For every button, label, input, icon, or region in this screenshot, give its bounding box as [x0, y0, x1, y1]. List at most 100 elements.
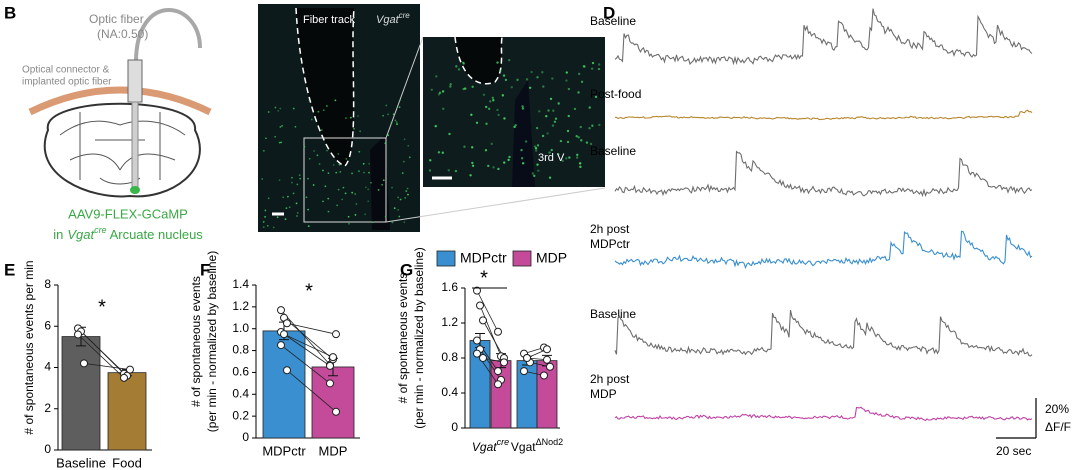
cell [363, 171, 365, 174]
cell [449, 85, 452, 88]
data-point [283, 319, 291, 328]
significance-star: * [98, 296, 106, 318]
cell [277, 109, 280, 112]
cell [392, 113, 395, 116]
cell [438, 91, 442, 95]
zoom-box [303, 137, 387, 223]
cell [393, 207, 396, 210]
cell [430, 88, 433, 91]
cell [394, 119, 397, 122]
cell [559, 139, 563, 143]
panel-letter: B [4, 3, 16, 22]
paired-line [280, 331, 331, 367]
fiber-cable [134, 8, 202, 63]
cell [322, 169, 324, 172]
cell [534, 147, 538, 150]
paired-line [283, 333, 334, 358]
y-axis-label: # of spontaneous events [396, 273, 410, 404]
ventricle [512, 80, 535, 187]
data-point [520, 367, 528, 376]
cell [345, 117, 347, 120]
paired-line [286, 369, 337, 413]
cell [362, 162, 365, 165]
cell [577, 136, 580, 139]
panel-letter: D [603, 3, 615, 22]
cell [484, 149, 488, 152]
fiber-track-area [296, 8, 354, 166]
cell [448, 132, 451, 136]
cell [576, 153, 579, 157]
genotype-text: Vgat [376, 14, 400, 26]
cell [536, 144, 540, 147]
cell [353, 127, 355, 130]
data-point [74, 330, 82, 339]
cell [351, 172, 353, 175]
cell [262, 226, 265, 229]
cell [351, 191, 354, 194]
cell [497, 167, 500, 171]
cell [504, 78, 508, 82]
cell [285, 207, 288, 210]
cell [405, 190, 408, 192]
cell [588, 106, 591, 109]
x-tick-label: MDPctr [262, 443, 306, 458]
cell [591, 124, 594, 127]
cell [533, 145, 537, 148]
trace-label: Post-food [590, 87, 641, 101]
data-point [540, 371, 548, 380]
bar [311, 366, 355, 439]
brain-diagram [28, 8, 212, 198]
cell [516, 78, 519, 82]
cell [370, 181, 372, 184]
cell [514, 124, 517, 127]
cell [577, 91, 580, 94]
cell [485, 122, 488, 125]
cell [401, 172, 404, 174]
virus-label: AAV9-FLEX-GCaMP [68, 206, 188, 221]
cell [307, 208, 310, 211]
data-point [473, 336, 481, 345]
cell [337, 153, 340, 155]
cell [435, 75, 438, 78]
data-point [543, 345, 551, 354]
cell [327, 210, 330, 213]
cell [521, 107, 525, 110]
cell [491, 96, 495, 100]
cell [470, 113, 473, 116]
cell [482, 93, 486, 96]
cell [377, 189, 380, 191]
y-tick-label: 0 [242, 430, 249, 444]
cell [398, 106, 401, 108]
cell [387, 134, 390, 137]
connector-label: implanted optic fiber [22, 77, 112, 88]
cell [508, 155, 511, 159]
data-point [494, 327, 502, 336]
cell [499, 69, 502, 73]
cell [533, 174, 536, 178]
cell [588, 127, 591, 130]
paired-line [482, 320, 505, 359]
cell [475, 121, 479, 125]
cell [332, 164, 335, 166]
panel-letter: G [400, 260, 413, 279]
ventricle [370, 135, 390, 230]
bar [61, 336, 101, 451]
cell [545, 114, 548, 118]
cell [487, 164, 490, 168]
y-tick-label: 1.6 [441, 280, 458, 294]
cell [548, 151, 551, 154]
cell [265, 137, 267, 140]
bar [107, 372, 147, 451]
cell [354, 193, 357, 195]
trace-label: MDP [590, 387, 617, 401]
cell [403, 138, 406, 141]
cell [299, 177, 302, 180]
cell [357, 115, 359, 117]
cell [382, 114, 385, 117]
cell [454, 169, 458, 173]
cell [266, 224, 269, 227]
cell [391, 186, 393, 189]
significance-star: * [305, 280, 313, 302]
data-point [277, 306, 285, 315]
cell [551, 124, 555, 127]
